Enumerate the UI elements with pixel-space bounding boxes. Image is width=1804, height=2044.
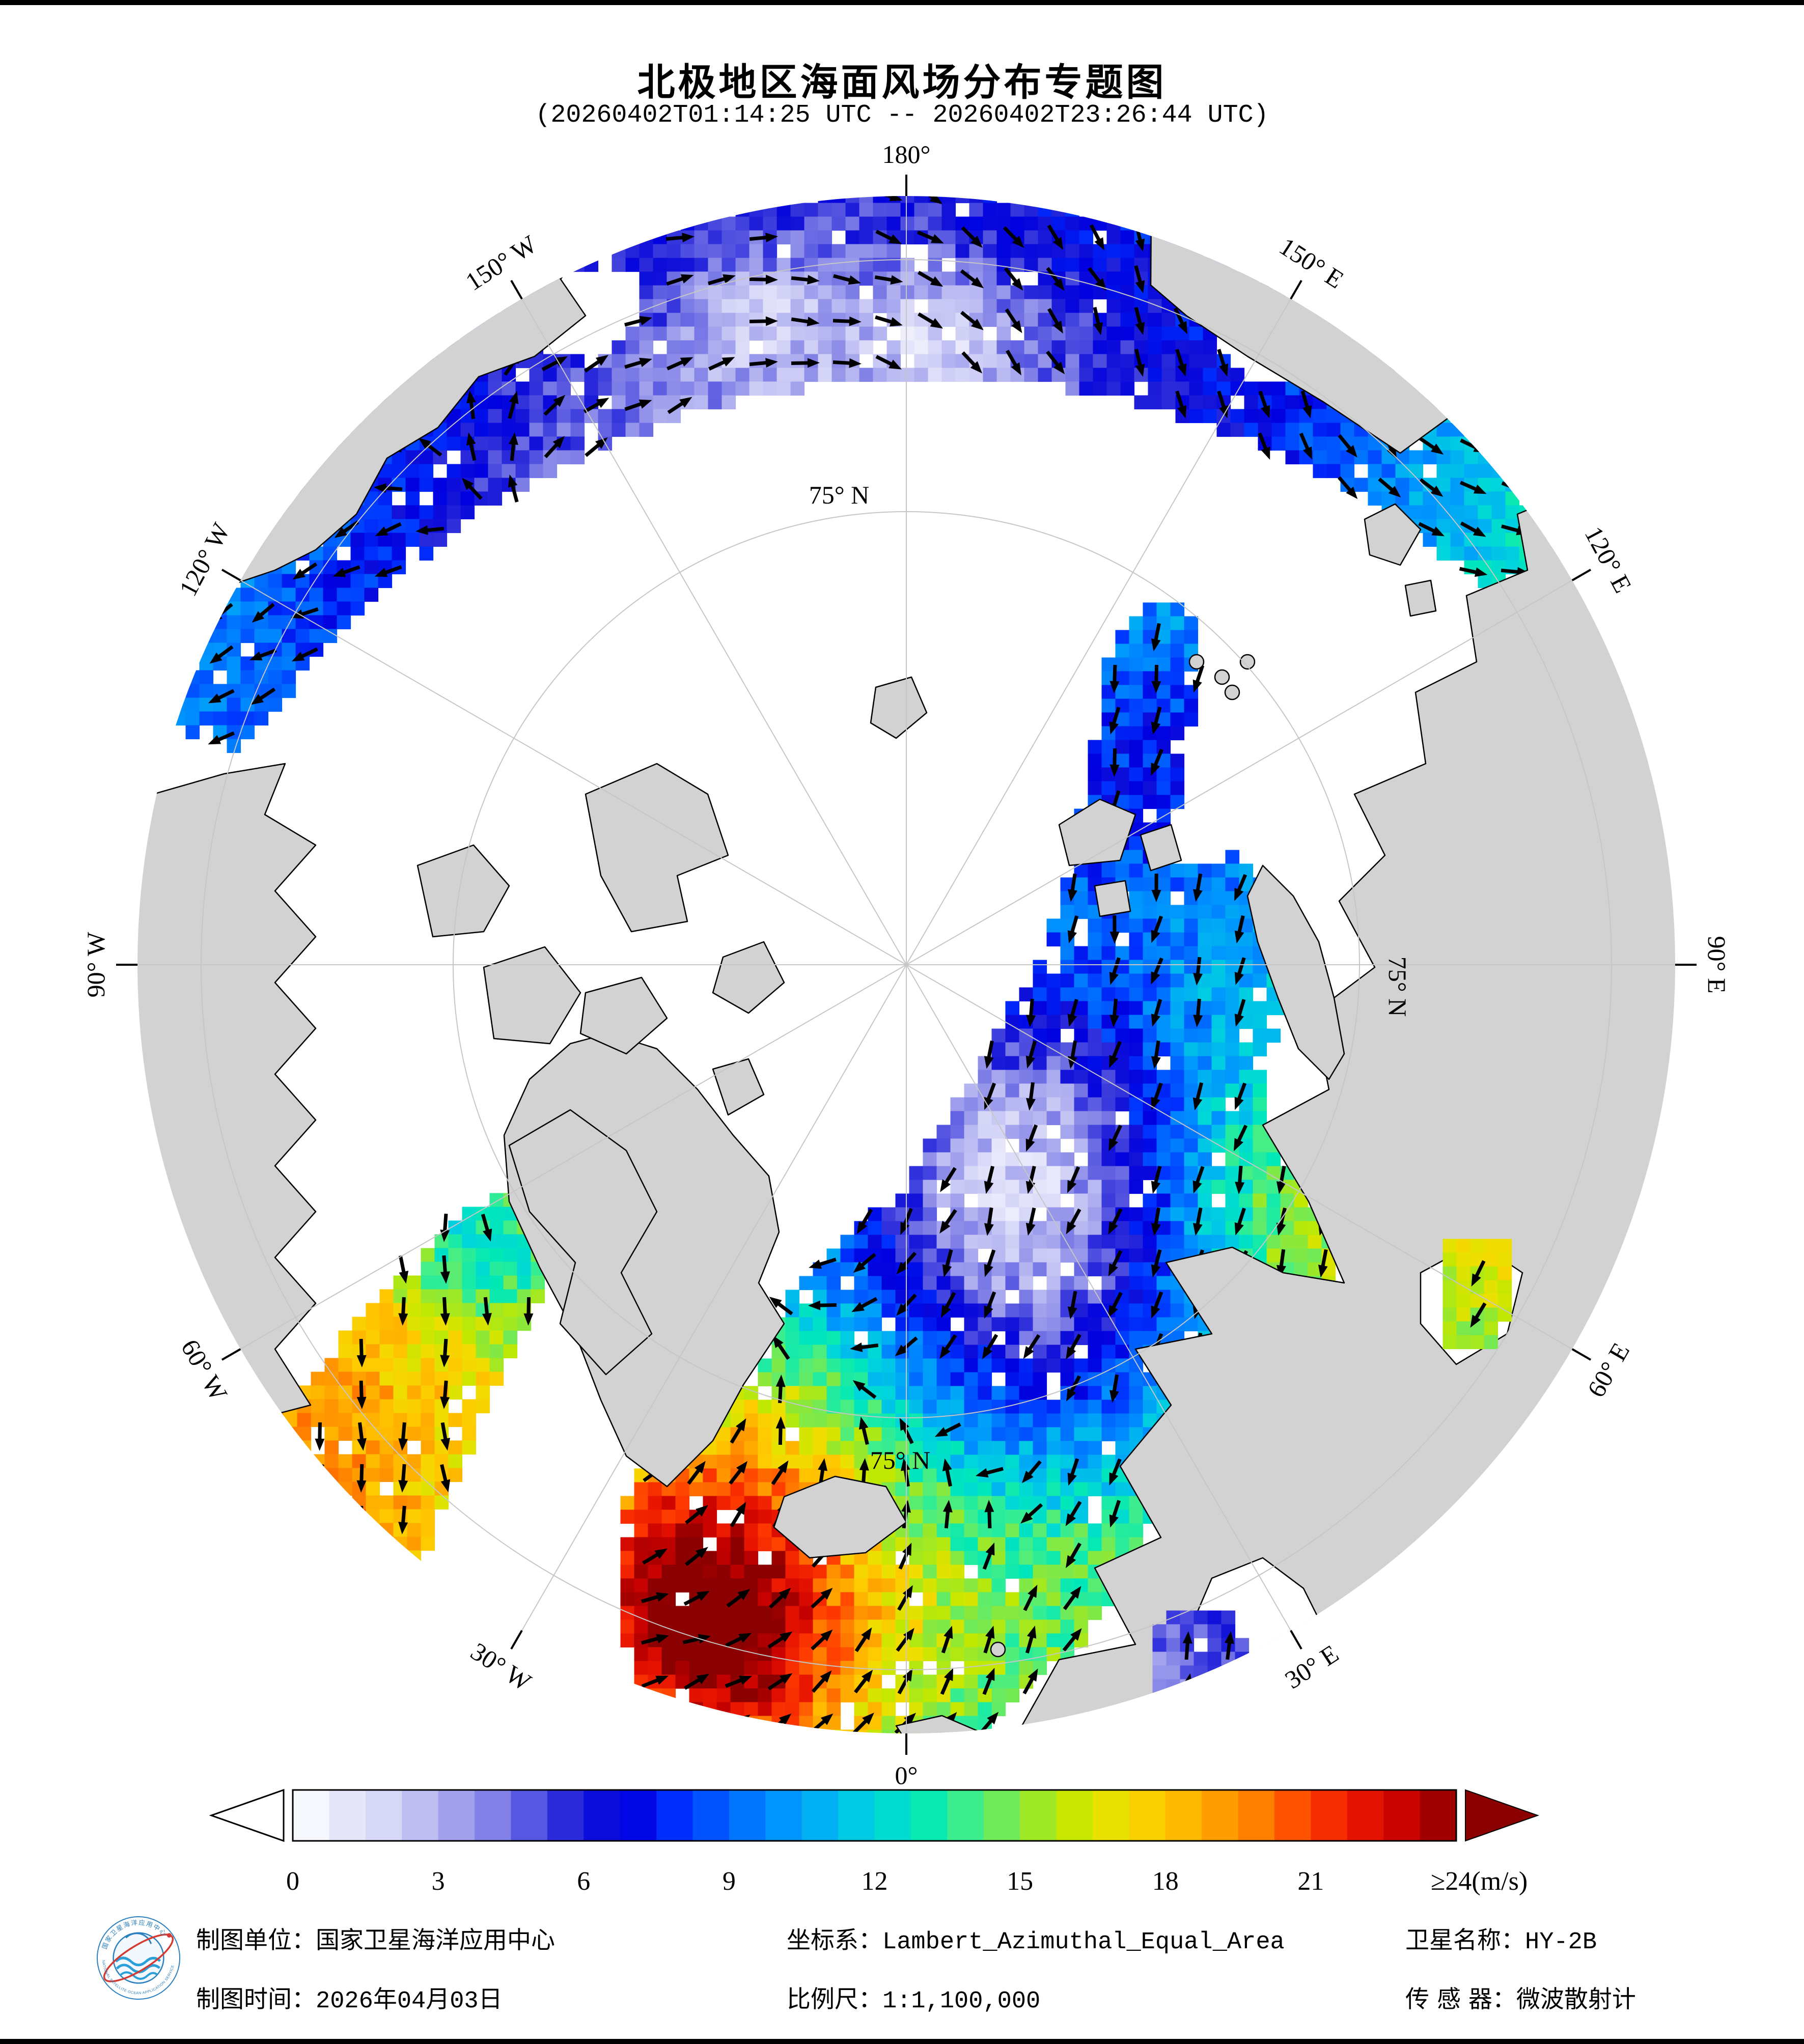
nsoas-logo-icon: 国家卫星海洋应用中心 NATIONAL SATELLITE OCEAN APPL… <box>96 1916 181 2000</box>
colorbar-underflow-arrow-icon <box>209 1788 285 1842</box>
meridian-label-120E: 120° E <box>1579 522 1638 597</box>
wind-swath-white-sea <box>1442 1239 1512 1350</box>
map-disk <box>137 196 1675 1733</box>
footer-sensor: 传 感 器：微波散射计 <box>1405 1979 1636 2015</box>
meridian-label-30E: 30° E <box>1280 1639 1343 1694</box>
footer-mapping-time-value: 2026年04月03日 <box>316 1988 503 2015</box>
colorbar-tick-0: 0 <box>286 1867 299 1896</box>
bottom-border-line <box>0 2039 1804 2044</box>
footer-coordinate-system-value: Lambert_Azimuthal_Equal_Area <box>882 1929 1285 1956</box>
meridian-label-30W: 30° W <box>466 1637 537 1697</box>
footer-satellite-name-value: HY-2B <box>1525 1929 1597 1956</box>
colorbar-overflow-arrow-icon <box>1465 1789 1540 1842</box>
wind-swath-gulf-of-bothnia <box>1152 1610 1250 1733</box>
footer-satellite-name-label: 卫星名称： <box>1405 1926 1525 1954</box>
colorbar-tick-18: 18 <box>1152 1867 1179 1896</box>
wind-speed-colorbar: 0 3 6 9 12 15 18 21 ≥24(m/s) <box>209 1788 1540 1896</box>
meridian-label-60E: 60° E <box>1581 1338 1635 1402</box>
footer-coordinate-system-label: 坐标系： <box>787 1926 882 1954</box>
footer-scale-label: 比例尺： <box>787 1985 882 2013</box>
meridian-label-60W: 60° W <box>176 1334 233 1406</box>
parallel-label-75n: 75° N <box>1383 957 1412 1017</box>
page-title: 北极地区海面风场分布专题图 <box>637 61 1167 103</box>
footer-sensor-value: 微波散射计 <box>1516 1988 1636 2015</box>
top-border-line <box>0 0 1804 5</box>
meridian-label-180: 180° <box>882 140 931 169</box>
graticule <box>137 196 1675 1733</box>
meridian-label-150E: 150° E <box>1274 232 1349 294</box>
time-range-subtitle: (20260402T01:14:25 UTC -- 20260402T23:26… <box>535 101 1269 130</box>
footer-mapping-time-label: 制图时间： <box>196 1985 316 2013</box>
meridian-label-120W: 120° W <box>173 518 235 601</box>
landmasses <box>137 211 1675 1733</box>
colorbar-tick-6: 6 <box>577 1867 590 1896</box>
colorbar-max-label: ≥24(m/s) <box>1431 1867 1528 1896</box>
footer-scale-value: 1:1,100,000 <box>882 1988 1041 2015</box>
footer-mapping-unit-label: 制图单位： <box>196 1926 316 1954</box>
colorbar-tick-3: 3 <box>432 1867 445 1896</box>
footer-mapping-unit-value: 国家卫星海洋应用中心 <box>316 1929 555 1956</box>
meridian-label-90E: 90° E <box>1703 936 1731 993</box>
footer-satellite-name: 卫星名称：HY-2B <box>1405 1920 1597 1956</box>
parallel-label-75n: 75° N <box>809 481 870 509</box>
footer-mapping-unit: 制图单位：国家卫星海洋应用中心 <box>196 1920 555 1956</box>
colorbar-tick-15: 15 <box>1007 1867 1033 1896</box>
footer-scale: 比例尺：1:1,100,000 <box>787 1979 1040 2015</box>
colorbar-tick-9: 9 <box>723 1867 736 1896</box>
meridian-ticks <box>116 175 1697 1755</box>
colorbar-tick-21: 21 <box>1297 1867 1324 1896</box>
colorbar-tick-12: 12 <box>862 1867 888 1896</box>
meridian-label-150W: 150° W <box>460 229 542 296</box>
footer-mapping-time: 制图时间：2026年04月03日 <box>196 1979 503 2015</box>
meridian-label-0: 0° <box>895 1761 918 1789</box>
parallel-label-75n: 75° N <box>870 1446 931 1474</box>
footer-sensor-label: 传 感 器： <box>1405 1985 1516 2013</box>
footer-coordinate-system: 坐标系：Lambert_Azimuthal_Equal_Area <box>787 1920 1285 1956</box>
meridian-label-90W: 90° W <box>81 932 110 998</box>
